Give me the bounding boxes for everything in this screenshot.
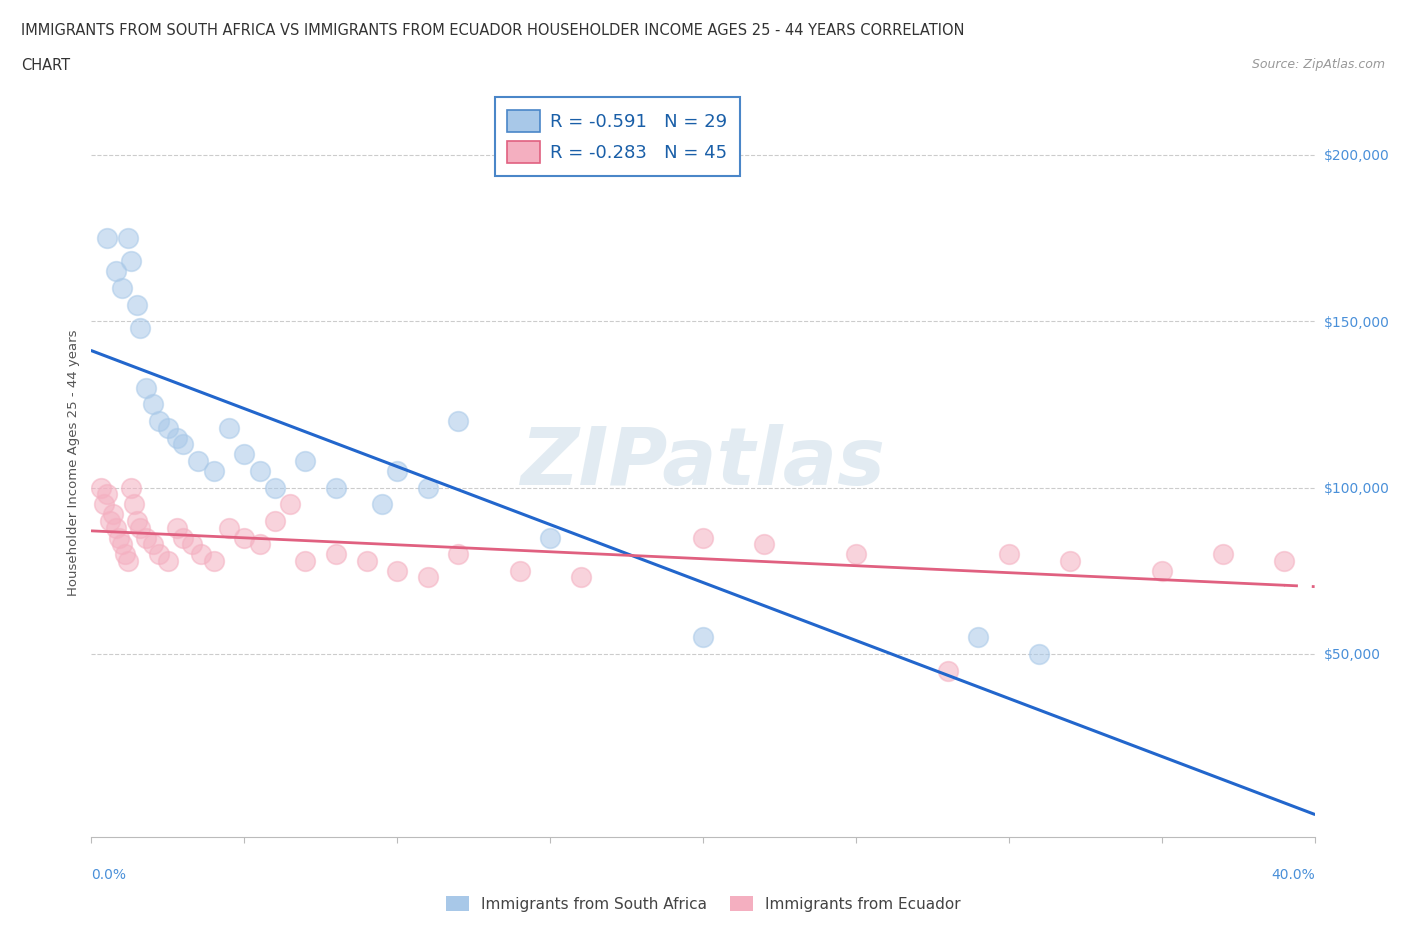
Point bbox=[166, 520, 188, 535]
Point bbox=[166, 431, 188, 445]
Text: Source: ZipAtlas.com: Source: ZipAtlas.com bbox=[1251, 58, 1385, 71]
Point bbox=[120, 480, 142, 495]
Text: CHART: CHART bbox=[21, 58, 70, 73]
Point bbox=[127, 513, 149, 528]
Text: 0.0%: 0.0% bbox=[91, 868, 127, 882]
Point bbox=[156, 420, 179, 435]
Point bbox=[218, 420, 240, 435]
Text: ZIPatlas: ZIPatlas bbox=[520, 424, 886, 501]
Text: 40.0%: 40.0% bbox=[1271, 868, 1315, 882]
Point bbox=[371, 497, 394, 512]
Point bbox=[181, 537, 204, 551]
Point bbox=[104, 520, 127, 535]
Point bbox=[845, 547, 868, 562]
Point bbox=[111, 281, 134, 296]
Point bbox=[1212, 547, 1234, 562]
Point bbox=[385, 463, 409, 478]
Point bbox=[249, 537, 271, 551]
Point bbox=[93, 497, 115, 512]
Point bbox=[1028, 646, 1050, 661]
Point bbox=[249, 463, 271, 478]
Point bbox=[278, 497, 301, 512]
Point bbox=[117, 231, 139, 246]
Point bbox=[127, 298, 149, 312]
Point bbox=[135, 530, 157, 545]
Point bbox=[416, 570, 439, 585]
Point bbox=[172, 530, 194, 545]
Point bbox=[108, 530, 131, 545]
Point bbox=[325, 480, 347, 495]
Y-axis label: Householder Income Ages 25 - 44 years: Householder Income Ages 25 - 44 years bbox=[67, 329, 80, 596]
Point bbox=[190, 547, 212, 562]
Point bbox=[264, 480, 287, 495]
Legend: Immigrants from South Africa, Immigrants from Ecuador: Immigrants from South Africa, Immigrants… bbox=[440, 889, 966, 918]
Text: IMMIGRANTS FROM SOUTH AFRICA VS IMMIGRANTS FROM ECUADOR HOUSEHOLDER INCOME AGES : IMMIGRANTS FROM SOUTH AFRICA VS IMMIGRAN… bbox=[21, 23, 965, 38]
Point bbox=[202, 463, 225, 478]
Point bbox=[114, 547, 136, 562]
Point bbox=[104, 264, 127, 279]
Point bbox=[122, 497, 145, 512]
Point bbox=[1059, 553, 1081, 568]
Point bbox=[294, 454, 316, 469]
Point bbox=[754, 537, 776, 551]
Point bbox=[692, 630, 714, 644]
Legend: R = -0.591   N = 29, R = -0.283   N = 45: R = -0.591 N = 29, R = -0.283 N = 45 bbox=[495, 98, 740, 176]
Point bbox=[1272, 553, 1295, 568]
Point bbox=[218, 520, 240, 535]
Point bbox=[187, 454, 209, 469]
Point bbox=[96, 486, 118, 501]
Point bbox=[96, 231, 118, 246]
Point bbox=[967, 630, 990, 644]
Point bbox=[90, 480, 112, 495]
Point bbox=[294, 553, 316, 568]
Point bbox=[129, 321, 152, 336]
Point bbox=[111, 537, 134, 551]
Point bbox=[936, 663, 959, 678]
Point bbox=[101, 507, 124, 522]
Point bbox=[148, 414, 170, 429]
Point bbox=[447, 414, 470, 429]
Point bbox=[1150, 564, 1173, 578]
Point bbox=[172, 437, 194, 452]
Point bbox=[509, 564, 531, 578]
Point bbox=[356, 553, 378, 568]
Point bbox=[141, 537, 163, 551]
Point bbox=[141, 397, 163, 412]
Point bbox=[416, 480, 439, 495]
Point bbox=[447, 547, 470, 562]
Point bbox=[325, 547, 347, 562]
Point bbox=[692, 530, 714, 545]
Point bbox=[998, 547, 1021, 562]
Point bbox=[538, 530, 561, 545]
Point bbox=[98, 513, 121, 528]
Point bbox=[233, 530, 256, 545]
Point bbox=[202, 553, 225, 568]
Point bbox=[156, 553, 179, 568]
Point bbox=[569, 570, 592, 585]
Point bbox=[135, 380, 157, 395]
Point bbox=[120, 254, 142, 269]
Point bbox=[129, 520, 152, 535]
Point bbox=[233, 447, 256, 462]
Point bbox=[117, 553, 139, 568]
Point bbox=[264, 513, 287, 528]
Point bbox=[148, 547, 170, 562]
Point bbox=[385, 564, 409, 578]
